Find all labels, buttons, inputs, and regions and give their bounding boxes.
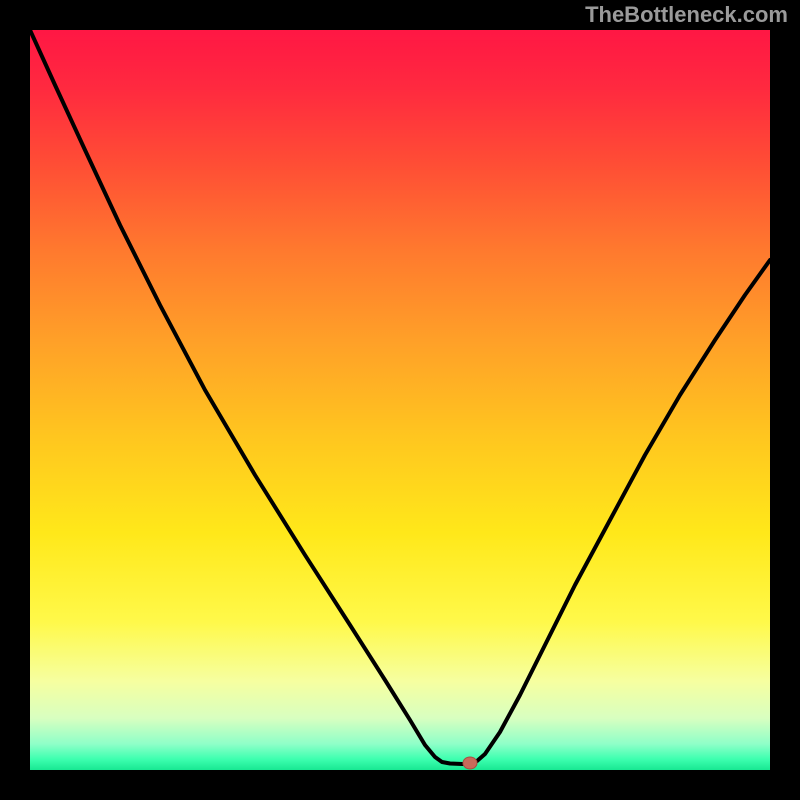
watermark-text: TheBottleneck.com bbox=[585, 2, 788, 28]
chart-background bbox=[30, 30, 770, 770]
optimum-marker bbox=[463, 757, 477, 769]
chart-frame: TheBottleneck.com bbox=[0, 0, 800, 800]
bottleneck-chart bbox=[30, 30, 770, 770]
